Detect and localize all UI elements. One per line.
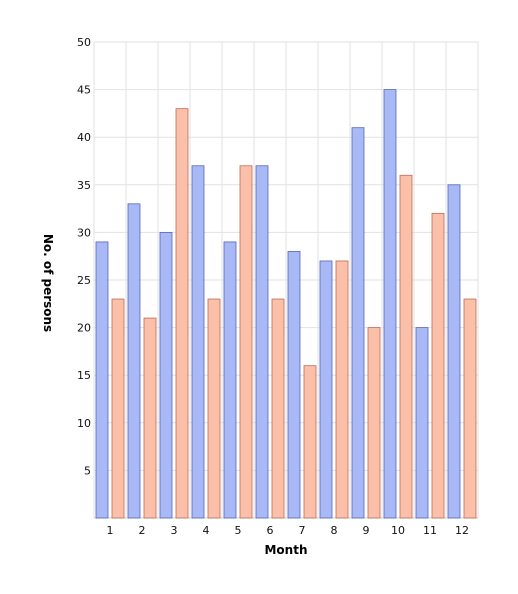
x-tick-label: 4 xyxy=(203,524,210,537)
x-tick-label: 3 xyxy=(171,524,178,537)
x-tick-label: 10 xyxy=(391,524,405,537)
y-axis-ticks: 5 10 15 20 25 30 35 40 45 50 xyxy=(77,36,91,477)
x-tick-label: 11 xyxy=(423,524,437,537)
bar-series2-month-4 xyxy=(207,298,221,519)
bar-series2-month-10 xyxy=(399,174,413,519)
bar-series2-month-1 xyxy=(111,298,125,519)
x-axis-ticks: 1 2 3 4 5 6 7 8 9 10 11 12 xyxy=(107,524,470,537)
bar-series1-month-12 xyxy=(447,184,461,519)
bar-series2-month-8 xyxy=(335,260,349,519)
bar-series2-month-2 xyxy=(143,317,157,519)
y-tick-label: 50 xyxy=(77,36,91,49)
bar-series2-month-9 xyxy=(367,327,381,519)
x-tick-label: 8 xyxy=(331,524,338,537)
y-tick-label: 15 xyxy=(77,369,91,382)
bars xyxy=(95,89,477,519)
x-tick-label: 2 xyxy=(139,524,146,537)
x-tick-label: 12 xyxy=(455,524,469,537)
bar-series2-month-11 xyxy=(431,212,445,519)
x-tick-label: 1 xyxy=(107,524,114,537)
bar-series1-month-2 xyxy=(127,203,141,519)
bar-series1-month-3 xyxy=(159,231,173,519)
x-tick-label: 5 xyxy=(235,524,242,537)
bar-series2-month-5 xyxy=(239,165,253,519)
bar-series2-month-7 xyxy=(303,365,317,519)
y-tick-label: 40 xyxy=(77,131,91,144)
y-tick-label: 5 xyxy=(84,464,91,477)
bar-series1-month-7 xyxy=(287,251,301,519)
bar-series1-month-5 xyxy=(223,241,237,519)
x-tick-label: 6 xyxy=(267,524,274,537)
y-tick-label: 25 xyxy=(77,274,91,287)
y-axis-title: No. of persons xyxy=(41,234,55,332)
bar-series1-month-6 xyxy=(255,165,269,519)
bar-series2-month-3 xyxy=(175,108,189,519)
bar-series1-month-8 xyxy=(319,260,333,519)
bar-series1-month-1 xyxy=(95,241,109,519)
y-tick-label: 45 xyxy=(77,84,91,97)
x-tick-label: 9 xyxy=(363,524,370,537)
y-tick-label: 35 xyxy=(77,179,91,192)
bar-series1-month-10 xyxy=(383,89,397,519)
gridlines xyxy=(93,41,479,519)
x-axis-title: Month xyxy=(264,543,307,557)
bar-series1-month-9 xyxy=(351,127,365,519)
y-tick-label: 20 xyxy=(77,322,91,335)
y-tick-label: 10 xyxy=(77,417,91,430)
y-tick-label: 30 xyxy=(77,226,91,239)
bar-series1-month-4 xyxy=(191,165,205,519)
bar-series2-month-6 xyxy=(271,298,285,519)
bar-series1-month-11 xyxy=(415,327,429,519)
x-tick-label: 7 xyxy=(299,524,306,537)
bar-series2-month-12 xyxy=(463,298,477,519)
